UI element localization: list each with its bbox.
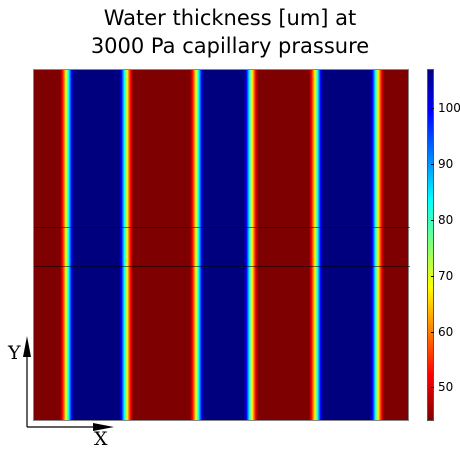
colorbar-tick-label: 70 (438, 268, 454, 283)
y-axis-label: Y (8, 342, 21, 364)
stripe-transition (244, 70, 258, 420)
stripe-transition (309, 70, 323, 420)
stripe-transition (370, 70, 384, 420)
x-arrowhead-icon (93, 423, 114, 431)
colorbar-tick-mark (431, 387, 434, 389)
colorbar-tick-mark (431, 108, 434, 110)
mesh-line (34, 266, 410, 267)
colorbar-tick-label: 90 (438, 156, 454, 171)
colorbar-tick-label: 80 (438, 212, 454, 227)
y-arrowhead-icon (23, 336, 31, 357)
stripe-transition (119, 70, 133, 420)
colorbar-tick-mark (431, 163, 434, 165)
mesh-line (34, 227, 410, 228)
stripe-transition (60, 70, 74, 420)
chart-title-line-1: Water thickness [um] at (103, 6, 357, 30)
colorbar-tick-label: 60 (438, 324, 454, 339)
x-axis-label: X (94, 428, 108, 450)
colorbar-tick-mark (431, 331, 434, 333)
heatmap-plot-area (33, 69, 410, 421)
stripe-transition (190, 70, 204, 420)
colorbar (427, 69, 434, 421)
colorbar-tick-mark (431, 275, 434, 277)
colorbar-tick-label: 50 (438, 380, 454, 395)
chart-title: Water thickness [um] at 3000 Pa capillar… (0, 4, 460, 60)
chart-title-line-2: 3000 Pa capillary prassure (90, 34, 370, 58)
colorbar-tick-mark (431, 219, 434, 221)
colorbar-tick-label: 100 (438, 101, 460, 116)
